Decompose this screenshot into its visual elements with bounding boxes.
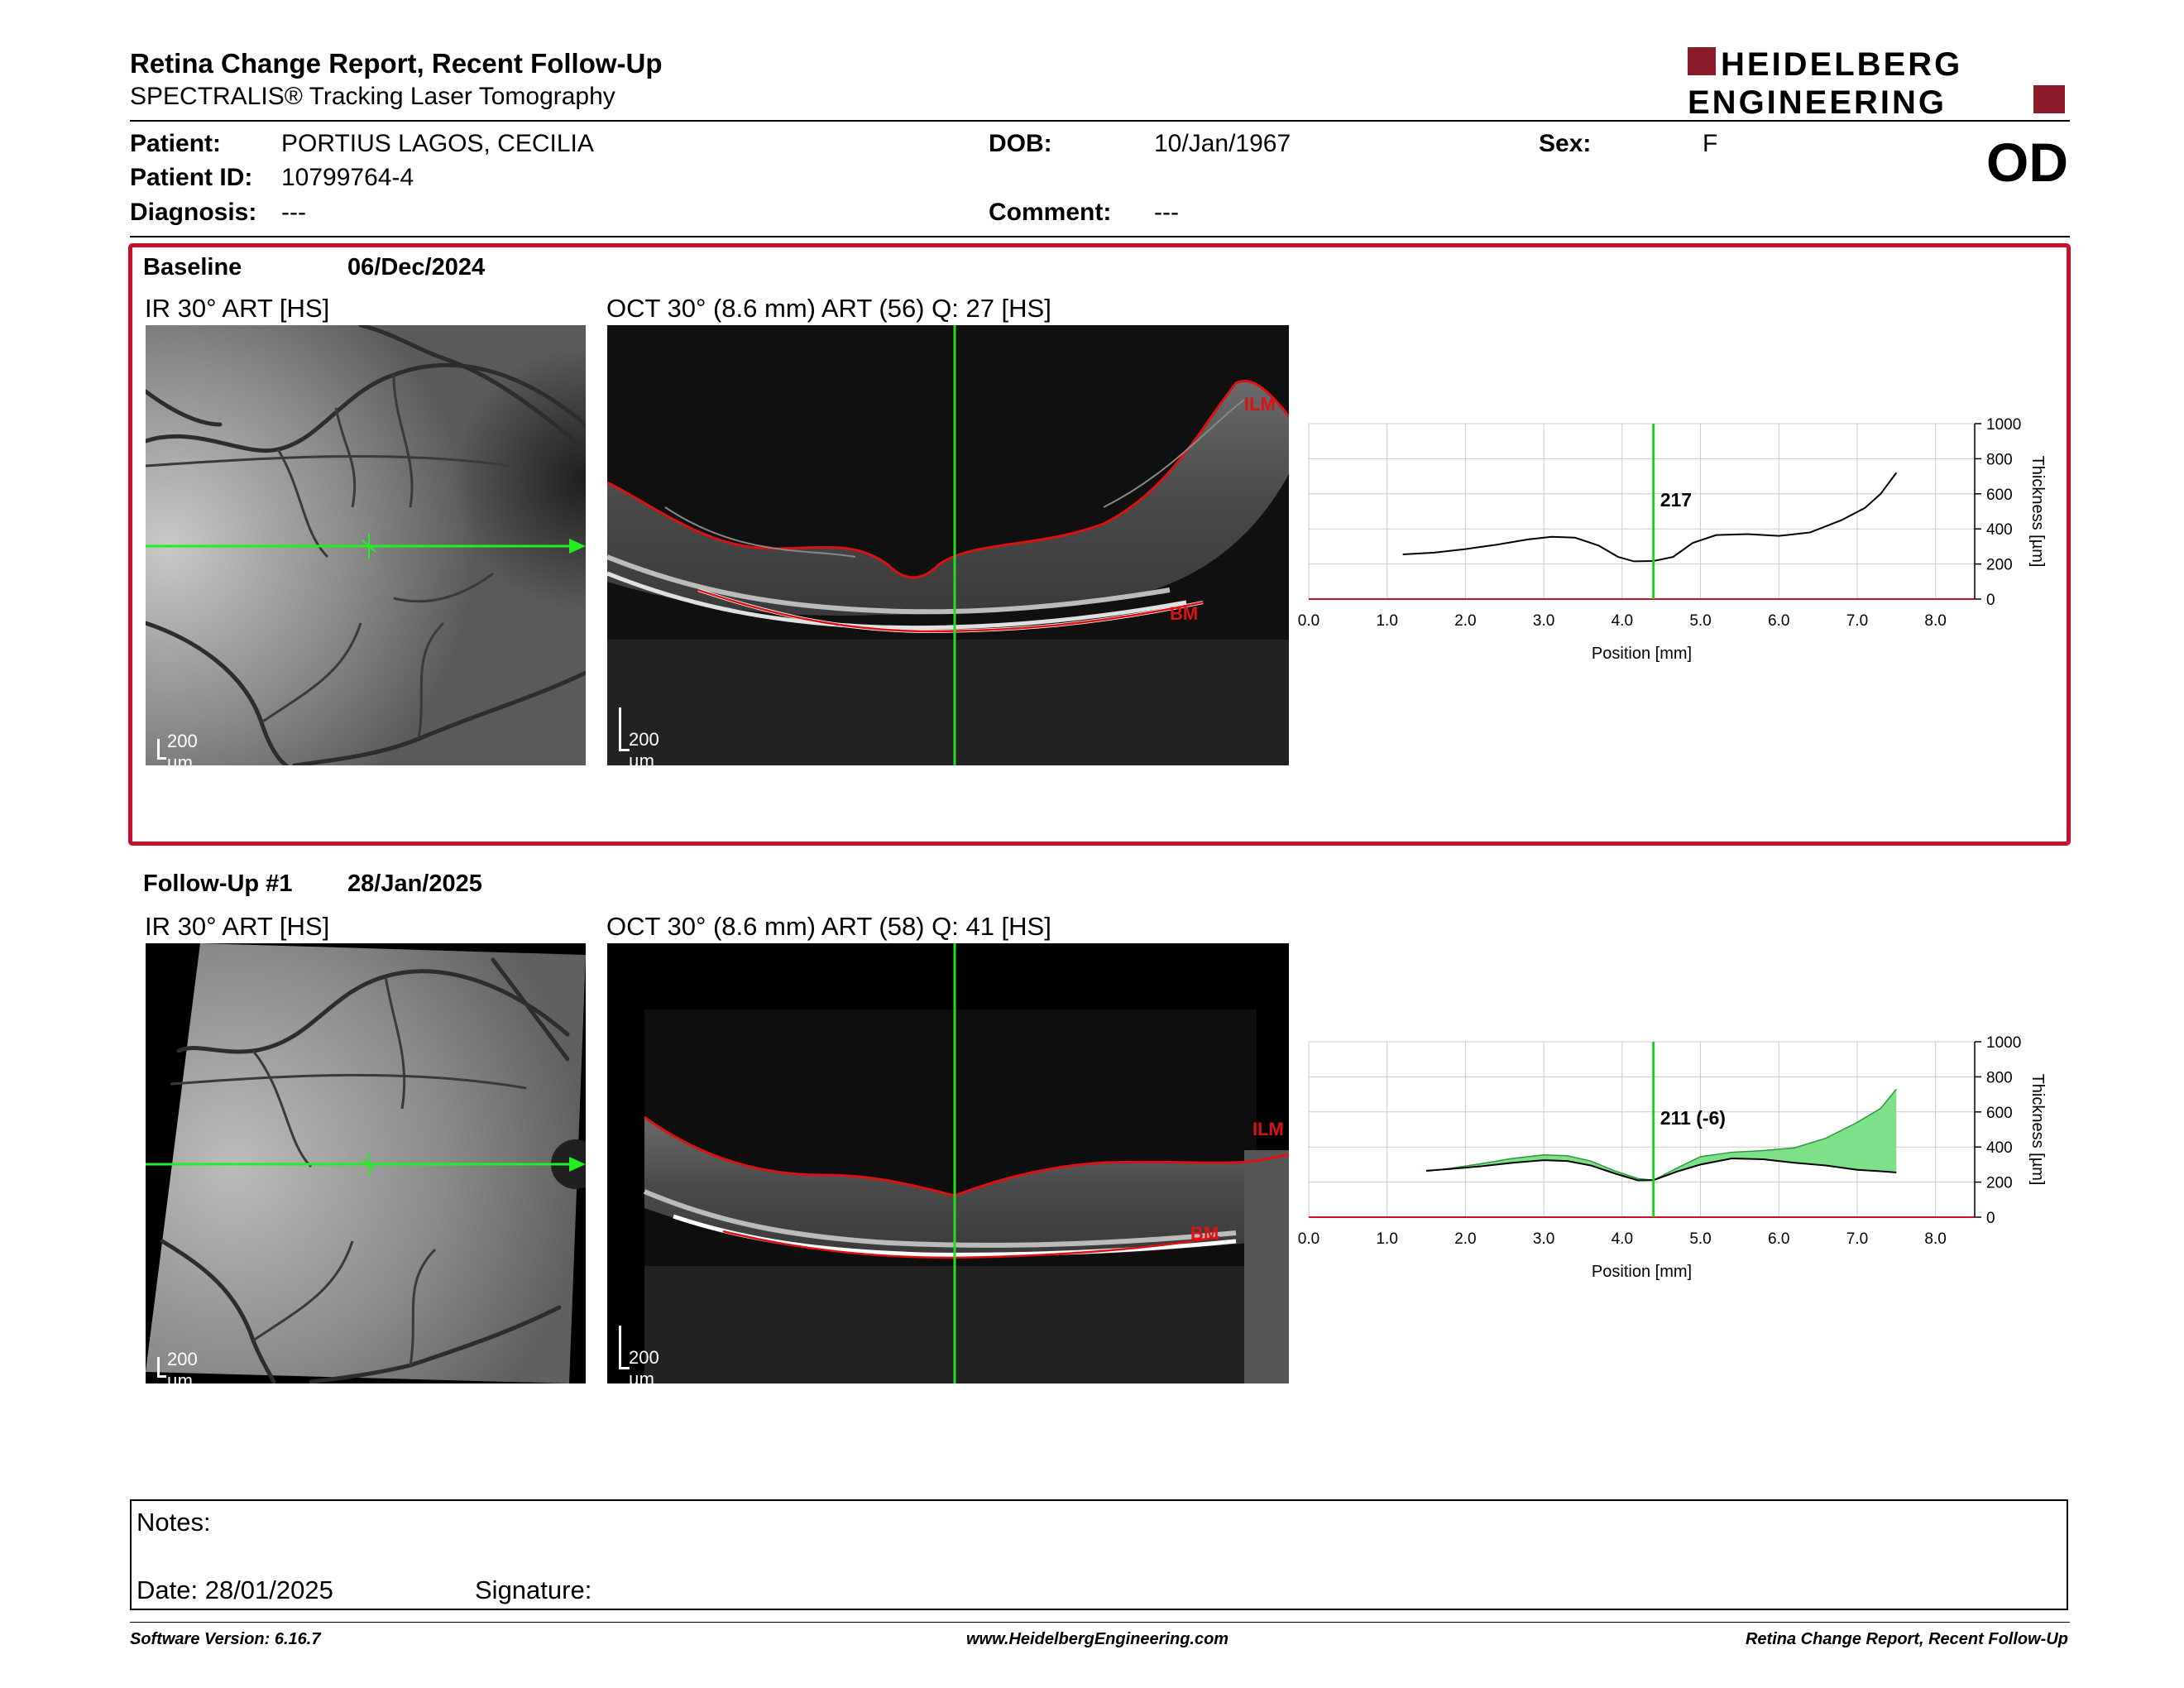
x-tick-label: 3.0	[1533, 612, 1554, 630]
baseline-oct-scale-label: 200 µm	[629, 729, 659, 765]
logo-square-top	[1688, 47, 1716, 75]
x-tick-label: 4.0	[1612, 612, 1633, 630]
followup-ir-image: 200 µm	[146, 943, 586, 1383]
sex-value: F	[1703, 130, 1718, 157]
y-tick-label: 200	[1986, 557, 2013, 574]
baseline-bm-label: BM	[1170, 603, 1198, 624]
series-line	[1402, 472, 1898, 563]
followup-ilm-label: ILM	[1252, 1119, 1284, 1139]
y-axis-label: Thickness [µm]	[2028, 1074, 2047, 1186]
x-tick-label: 8.0	[1924, 612, 1946, 630]
dob-value: 10/Jan/1967	[1154, 130, 1291, 157]
baseline-fundus-svg	[146, 325, 586, 765]
x-tick-label: 7.0	[1846, 1230, 1868, 1248]
y-tick-label: 600	[1986, 1105, 2013, 1122]
y-tick-label: 800	[1986, 1069, 2013, 1086]
baseline-date: 06/Dec/2024	[347, 254, 486, 281]
footer-software-version: Software Version: 6.16.7	[130, 1630, 321, 1648]
y-tick-label: 600	[1986, 487, 2013, 504]
followup-bm-label: BM	[1190, 1223, 1219, 1244]
followup-thickness-chart: 0.0 1.0 2.0 3.0 4.0 5.0 6.0 7.0 8.0 0 200 400 600 800…	[1298, 1034, 2047, 1281]
y-tick-label: 0	[1986, 1210, 1995, 1227]
logo-line1: HEIDELBERG	[1721, 46, 1962, 83]
x-tick-label: 3.0	[1533, 1230, 1554, 1248]
baseline-oct-svg: ILM BM	[607, 325, 1289, 765]
baseline-ilm-label: ILM	[1244, 394, 1276, 415]
followup-label: Follow-Up #1	[143, 870, 293, 897]
x-tick-label: 0.0	[1298, 1230, 1320, 1248]
y-tick-label: 0	[1986, 592, 1995, 609]
notes-box[interactable]: Notes: Date: 28/01/2025 Signature:	[130, 1499, 2068, 1610]
x-tick-label: 5.0	[1689, 1230, 1711, 1248]
x-tick-label: 2.0	[1454, 612, 1476, 630]
notes-label: Notes:	[136, 1508, 211, 1537]
series-line-followup	[1425, 1088, 1897, 1182]
baseline-ir-title: IR 30° ART [HS]	[145, 294, 330, 323]
x-tick-label: 5.0	[1689, 612, 1711, 630]
patient-id-label: Patient ID:	[130, 164, 253, 191]
y-tick-label: 400	[1986, 521, 2013, 539]
x-tick-label: 2.0	[1454, 1230, 1476, 1248]
followup-fundus-svg	[146, 943, 586, 1383]
x-tick-label: 6.0	[1768, 1230, 1789, 1248]
footer-rule	[130, 1622, 2070, 1623]
logo-line2: ENGINEERING	[1688, 84, 1947, 117]
heidelberg-logo: HEIDELBERG ENGINEERING	[1688, 46, 2068, 121]
marker-value-label: 211 (-6)	[1660, 1107, 1726, 1129]
followup-ir-scale-label: 200 µm	[167, 1349, 198, 1383]
x-axis-label: Position [mm]	[1592, 1263, 1692, 1281]
report-subtitle: SPECTRALIS® Tracking Laser Tomography	[130, 83, 615, 110]
x-tick-label: 8.0	[1924, 1230, 1946, 1248]
followup-oct-svg: ILM BM	[607, 943, 1289, 1383]
y-tick-label: 1000	[1986, 416, 2021, 434]
followup-oct-scale-label: 200 µm	[629, 1347, 659, 1383]
baseline-thickness-chart: 0.0 1.0 2.0 3.0 4.0 5.0 6.0 7.0 8.0 0 200 400 600 800…	[1298, 416, 2047, 663]
patient-id-value: 10799764-4	[281, 164, 414, 191]
x-axis-label: Position [mm]	[1592, 645, 1692, 663]
dob-label: DOB:	[989, 130, 1052, 157]
comment-value: ---	[1154, 199, 1179, 226]
followup-oct-title: OCT 30° (8.6 mm) ART (58) Q: 41 [HS]	[606, 912, 1051, 941]
x-tick-label: 7.0	[1846, 612, 1868, 630]
notes-date: Date: 28/01/2025	[136, 1575, 333, 1604]
comment-label: Comment:	[989, 199, 1112, 226]
x-tick-label: 0.0	[1298, 612, 1320, 630]
x-tick-label: 1.0	[1376, 612, 1397, 630]
sex-label: Sex:	[1539, 130, 1592, 157]
followup-date: 28/Jan/2025	[347, 870, 482, 897]
eye-indicator: OD	[1986, 132, 2068, 193]
baseline-highlight-box	[128, 243, 2071, 846]
baseline-oct-title: OCT 30° (8.6 mm) ART (56) Q: 27 [HS]	[606, 294, 1051, 323]
header-rule	[130, 120, 2070, 122]
y-axis-label: Thickness [µm]	[2028, 456, 2047, 568]
followup-ir-title: IR 30° ART [HS]	[145, 912, 330, 941]
y-tick-label: 200	[1986, 1175, 2013, 1192]
x-tick-label: 1.0	[1376, 1230, 1397, 1248]
logo-svg: HEIDELBERG ENGINEERING	[1688, 46, 2065, 121]
patient-label: Patient:	[130, 130, 222, 157]
patient-rule	[130, 236, 2070, 237]
change-area	[1426, 1089, 1897, 1181]
marker-value-label: 217	[1660, 489, 1692, 511]
baseline-ir-scale-label: 200 µm	[167, 731, 198, 765]
footer-report-name: Retina Change Report, Recent Follow-Up	[1745, 1630, 2068, 1648]
followup-oct-image: ILM BM 200 µm	[607, 943, 1289, 1383]
x-tick-label: 4.0	[1612, 1230, 1633, 1248]
signature-label: Signature:	[475, 1575, 592, 1604]
report-title: Retina Change Report, Recent Follow-Up	[130, 48, 663, 79]
diagnosis-label: Diagnosis:	[130, 199, 257, 226]
x-tick-label: 6.0	[1768, 612, 1789, 630]
y-tick-label: 400	[1986, 1139, 2013, 1157]
baseline-label: Baseline	[143, 254, 242, 281]
logo-square-bottom	[2033, 85, 2065, 113]
baseline-oct-image: ILM BM 200 µm	[607, 325, 1289, 765]
diagnosis-value: ---	[281, 199, 306, 226]
y-tick-label: 1000	[1986, 1034, 2021, 1052]
patient-value: PORTIUS LAGOS, CECILIA	[281, 130, 594, 157]
baseline-ir-image: 200 µm	[146, 325, 586, 765]
footer-website[interactable]: www.HeidelbergEngineering.com	[966, 1630, 1229, 1648]
y-tick-label: 800	[1986, 451, 2013, 468]
